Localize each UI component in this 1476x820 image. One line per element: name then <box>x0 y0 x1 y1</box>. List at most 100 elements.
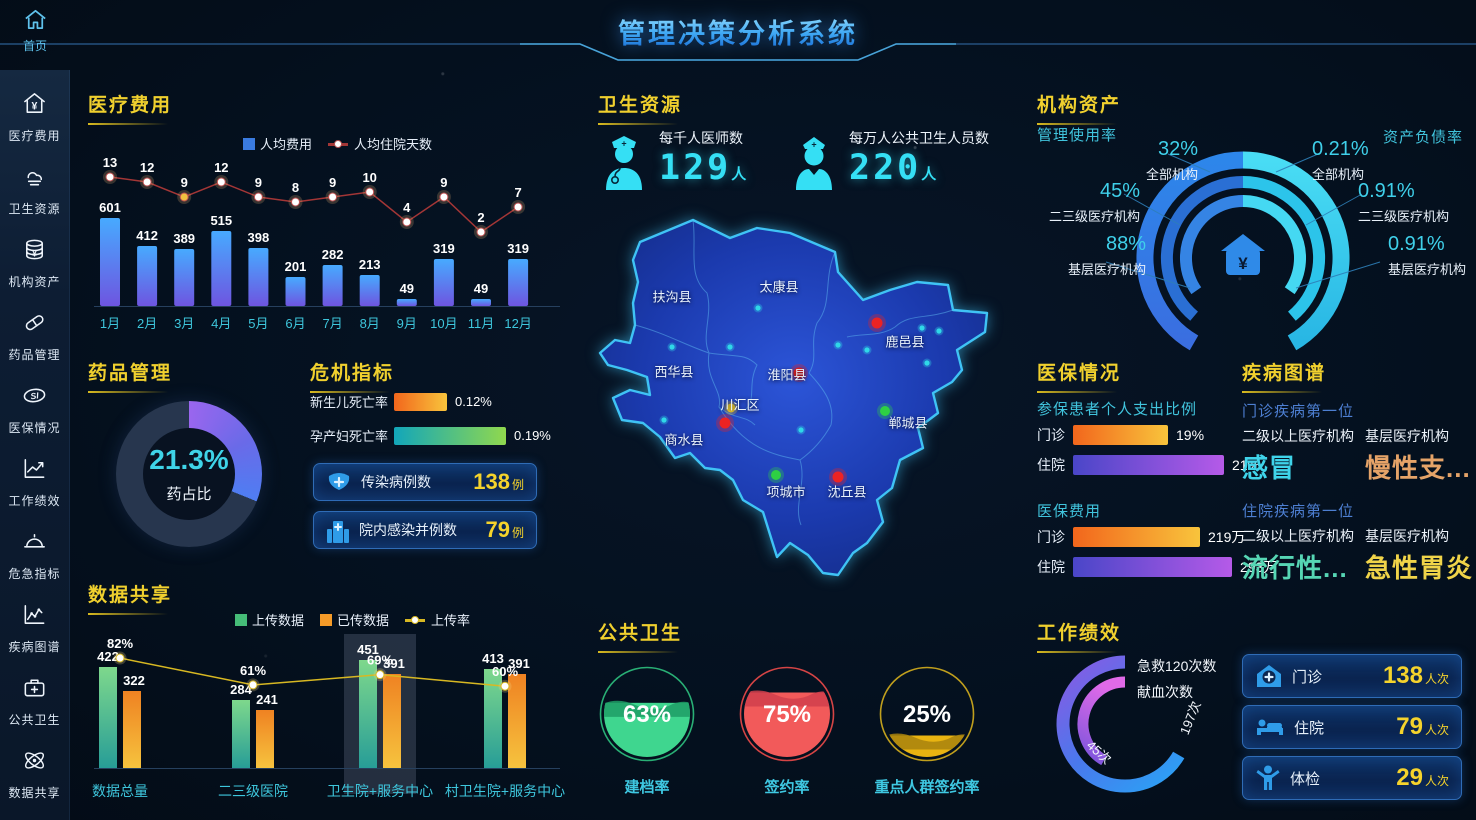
disease-top-name: 急性胃炎 <box>1365 553 1474 583</box>
region-map-svg <box>598 218 989 577</box>
crisis-stat-label: 传染病例数 <box>361 474 431 490</box>
resource-stat-value: 220人 <box>849 148 937 188</box>
svg-text:5月: 5月 <box>248 316 268 331</box>
svg-text:4月: 4月 <box>211 316 231 331</box>
usage-rate-label: 管理使用率 <box>1037 127 1118 144</box>
sidebar-item-data-share[interactable]: 数据共享 <box>8 747 60 801</box>
health-resource-title: 卫生资源 <box>598 90 682 125</box>
public-gauge-label: 建档率 <box>624 779 670 796</box>
insurance-title: 医保情况 <box>1037 358 1121 393</box>
map-region-鹿邑县[interactable]: 鹿邑县 <box>885 334 925 350</box>
map-region-项城市[interactable]: 项城市 <box>766 484 806 500</box>
public-health-title: 公共卫生 <box>598 618 682 653</box>
map-dot-red <box>793 367 805 379</box>
visit-stat-门诊: 门诊 138 人次 <box>1242 654 1462 698</box>
map-region-商水县[interactable]: 商水县 <box>664 432 704 448</box>
data-share-legend: 上传数据 已传数据 上传率 <box>235 610 470 629</box>
svg-text:¥: ¥ <box>32 100 38 112</box>
svg-text:7: 7 <box>514 185 521 200</box>
crisis-bar-row: 新生儿死亡率 0.12% <box>310 392 492 411</box>
sidebar-item-home[interactable]: 首页 <box>0 6 70 54</box>
map-region-扶沟县[interactable]: 扶沟县 <box>652 289 692 305</box>
sidebar-item-drug-mgmt[interactable]: 药品管理 <box>8 309 60 363</box>
svg-text:10: 10 <box>362 170 376 185</box>
cloud-icon <box>21 163 48 195</box>
crisis-stat-unit: 例 <box>511 477 524 492</box>
svg-text:422: 422 <box>97 649 119 664</box>
map-region-淮阳县[interactable]: 淮阳县 <box>767 367 807 383</box>
sidebar-item-health-resource[interactable]: 卫生资源 <box>8 163 60 217</box>
insurance-bar-value: 21% <box>1232 457 1261 473</box>
assets-right-callout: 0.91% 基层医疗机构 <box>1388 233 1466 278</box>
svg-text:389: 389 <box>173 231 195 246</box>
sidebar-item-public-health[interactable]: 公共卫生 <box>8 674 60 728</box>
disease-subtitle: 住院疾病第一位 <box>1242 503 1355 520</box>
visit-stat-unit: 人次 <box>1424 722 1449 737</box>
insurance-bar-row: 门诊 219万 <box>1037 527 1245 547</box>
visit-stat-体检: 体检 29 人次 <box>1242 756 1462 800</box>
map-region-西华县[interactable]: 西华县 <box>654 364 694 380</box>
map-region-沈丘县[interactable]: 沈丘县 <box>827 484 867 500</box>
person-icon <box>1255 764 1281 792</box>
alarm-icon <box>21 528 48 560</box>
sidebar-item-disease-map[interactable]: 疾病图谱 <box>8 601 60 655</box>
public-gauge-label: 签约率 <box>764 779 810 796</box>
svg-text:391: 391 <box>508 656 530 671</box>
sidebar-item-critical[interactable]: 危急指标 <box>8 528 60 582</box>
county-borders <box>634 219 954 526</box>
visit-stat-unit: 人次 <box>1424 671 1449 686</box>
map-region-太康县[interactable]: 太康县 <box>759 279 799 295</box>
svg-text:+: + <box>811 140 816 150</box>
assets-right-callout: 0.91% 二三级医疗机构 <box>1358 180 1449 225</box>
svg-text:69%: 69% <box>367 653 393 668</box>
assets-callout-value: 0.21% <box>1312 138 1369 160</box>
assets-callout-label: 二三级医疗机构 <box>1048 209 1140 224</box>
disease-top-name: 慢性支... <box>1365 453 1471 483</box>
region-map-boundary[interactable] <box>598 218 989 577</box>
svg-text:8月: 8月 <box>360 316 380 331</box>
disease-org-label: 二级以上医疗机构 <box>1242 428 1354 444</box>
house-yen-icon: ¥ <box>21 90 48 122</box>
map-dot-cyan <box>864 347 870 353</box>
disease-top-name: 流行性... <box>1242 553 1348 583</box>
public-gauge-label: 重点人群签约率 <box>874 779 980 796</box>
svg-text:数据总量: 数据总量 <box>92 783 148 799</box>
drug-ratio-value: 21.3% <box>149 444 229 475</box>
sidebar-item-insurance[interactable]: SI 医保情况 <box>8 382 60 436</box>
insurance-subtitle: 医保费用 <box>1037 503 1102 520</box>
perf-series-1-label: 急救120次数 <box>1137 658 1217 674</box>
resource-stat-label: 每万人公共卫生人员数 <box>849 130 989 146</box>
insurance-bar-row: 住院 293万 <box>1037 557 1277 577</box>
map-dot-green <box>880 406 890 416</box>
assets-callout-value: 45% <box>1099 180 1140 202</box>
sidebar-item-label: 机构资产 <box>8 274 61 289</box>
map-region-郸城县[interactable]: 郸城县 <box>888 415 928 431</box>
insurance-bar-value: 219万 <box>1208 529 1246 545</box>
public-gauge-3: 25% <box>877 664 977 769</box>
crisis-bar <box>394 426 506 445</box>
visit-stat-value: 29 <box>1396 764 1423 791</box>
svg-text:13: 13 <box>103 156 117 170</box>
svg-text:1月: 1月 <box>100 316 120 331</box>
sidebar-item-org-assets[interactable]: ¥ 机构资产 <box>8 236 60 290</box>
svg-text:601: 601 <box>99 200 121 215</box>
svg-text:4: 4 <box>403 200 411 215</box>
visit-stat-unit: 人次 <box>1424 773 1449 788</box>
svg-text:卫生院+服务中心: 卫生院+服务中心 <box>327 783 433 799</box>
map-region-川汇区[interactable]: 川汇区 <box>720 397 760 413</box>
perf-series-2-label: 献血次数 <box>1137 684 1193 700</box>
sidebar-item-performance[interactable]: 工作绩效 <box>8 455 60 509</box>
assets-left-callout: 32% 全部机构 <box>1146 138 1198 183</box>
svg-text:515: 515 <box>210 213 232 228</box>
medical-cost-legend: 人均费用 人均住院天数 <box>243 134 432 153</box>
svg-text:9: 9 <box>440 175 447 190</box>
header-frame <box>0 43 1476 61</box>
zigzag-icon <box>21 601 48 633</box>
svg-text:284: 284 <box>230 682 252 697</box>
sidebar-item-medical-cost[interactable]: ¥ 医疗费用 <box>8 90 60 144</box>
data-share-title: 数据共享 <box>88 580 172 615</box>
svg-text:12: 12 <box>140 160 154 175</box>
svg-text:25%: 25% <box>903 701 951 728</box>
assets-house-icon: ¥ <box>1221 234 1265 275</box>
svg-text:村卫生院+服务中心: 村卫生院+服务中心 <box>445 783 565 799</box>
